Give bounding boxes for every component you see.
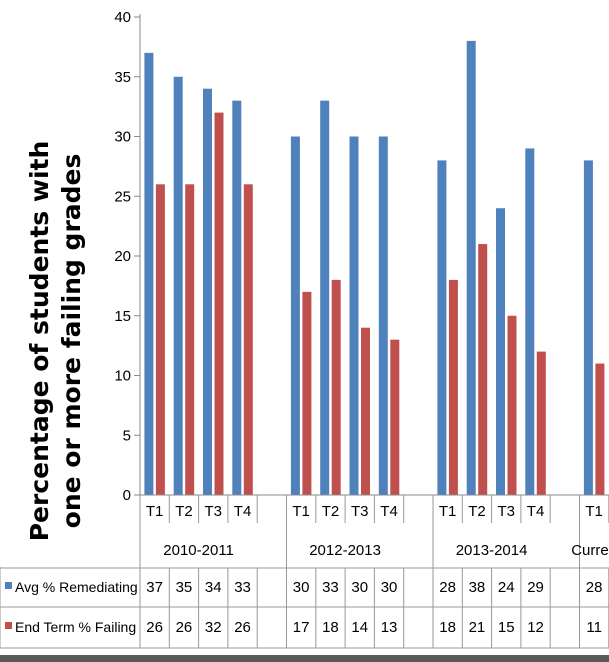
data-table-value: 38 (469, 579, 486, 596)
data-table-value: 18 (439, 619, 456, 636)
legend-swatch (5, 582, 12, 589)
data-table: T1 T2 T3 T4 T1 T2 T3 T4 T1 T2 T3 T4 T1 2010-2011 2012-… (0, 495, 609, 649)
data-table-value: 21 (469, 619, 486, 636)
x-group-label: 2013-2014 (456, 542, 528, 559)
x-tick-label: T1 (585, 503, 603, 520)
bar-avg-remediating (232, 100, 242, 496)
data-table-value: 17 (293, 619, 310, 636)
data-table-value: 35 (176, 579, 193, 596)
x-tick-label: T1 (439, 503, 457, 520)
data-table-value: 15 (498, 619, 515, 636)
x-tick-label: T3 (497, 503, 515, 520)
bar-end-term-failing (243, 184, 253, 496)
data-table-value: 30 (351, 579, 368, 596)
y-tick-label: 40 (114, 9, 131, 26)
data-table-value: 28 (439, 579, 456, 596)
data-table-value: 33 (322, 579, 339, 596)
y-axis-ticks: 0 5 10 15 20 25 30 35 40 (114, 9, 140, 504)
y-tick-label: 20 (114, 248, 131, 265)
bar-end-term-failing (390, 339, 400, 495)
bar-end-term-failing (302, 291, 312, 495)
bar-avg-remediating (583, 160, 593, 495)
x-tick-label: T2 (322, 503, 340, 520)
bar-end-term-failing (361, 327, 370, 495)
x-tick-label: T4 (527, 503, 545, 520)
data-table-value: 14 (351, 619, 368, 636)
x-tick-label: T1 (292, 503, 310, 520)
data-table-value: 18 (322, 619, 339, 636)
x-group-label: 2012-2013 (309, 542, 381, 559)
data-table-value: 33 (234, 579, 251, 596)
y-axis-label-line-1: Percentage of students with (25, 141, 54, 542)
data-table-value: 24 (498, 579, 515, 596)
bar-avg-remediating (290, 136, 300, 495)
data-table-value: 30 (381, 579, 398, 596)
legend-label: Avg % Remediating (15, 579, 138, 595)
bar-end-term-failing (331, 279, 341, 495)
data-table-value: 11 (586, 619, 602, 636)
bar-avg-remediating (437, 160, 447, 495)
legend-label: End Term % Failing (15, 619, 136, 635)
bar-avg-remediating (349, 136, 359, 495)
bar-end-term-failing (595, 363, 605, 495)
data-table-value: 13 (381, 619, 398, 636)
data-table-value: 37 (146, 579, 163, 596)
data-table-value: 32 (205, 619, 222, 636)
bars (144, 40, 605, 496)
y-tick-label: 0 (123, 487, 131, 504)
data-table-value: 30 (293, 579, 310, 596)
bar-end-term-failing (155, 184, 165, 496)
bar-avg-remediating (144, 52, 154, 495)
bar-end-term-failing (214, 112, 224, 495)
data-table-value: 26 (234, 619, 251, 636)
bar-avg-remediating (378, 136, 388, 495)
bar-end-term-failing (536, 351, 546, 495)
legend-swatch (5, 622, 12, 629)
x-tick-label: T4 (380, 503, 398, 520)
bar-avg-remediating (466, 40, 476, 496)
bar-end-term-failing (448, 279, 458, 495)
x-tick-label: T2 (468, 503, 486, 520)
x-tick-label: T3 (204, 503, 222, 520)
x-group-label: Curren (571, 542, 609, 559)
bar-avg-remediating (525, 148, 535, 495)
y-tick-label: 30 (114, 129, 131, 146)
y-axis-label: Percentage of students with one or more … (25, 141, 86, 542)
data-table-value: 26 (146, 619, 163, 636)
data-table-value: 29 (527, 579, 544, 596)
data-table-value: 28 (586, 579, 603, 596)
x-tick-label: T3 (351, 503, 369, 520)
x-group-label: 2010-2011 (163, 542, 234, 559)
y-tick-label: 10 (114, 368, 131, 385)
bar-avg-remediating (173, 76, 183, 495)
data-table-value: 34 (205, 579, 222, 596)
data-table-value: 26 (176, 619, 193, 636)
bar-end-term-failing (185, 184, 195, 496)
bar-end-term-failing (507, 315, 517, 495)
y-axis-label-line-2: one or more failing grades (57, 154, 86, 529)
bar-end-term-failing (478, 244, 488, 495)
x-tick-label: T1 (146, 503, 164, 520)
bar-avg-remediating (320, 100, 330, 496)
y-tick-label: 5 (123, 427, 131, 444)
data-table-value: 12 (527, 619, 544, 636)
bottom-border (0, 655, 609, 662)
y-tick-label: 15 (114, 308, 131, 325)
y-tick-label: 35 (114, 69, 131, 86)
y-tick-label: 25 (114, 188, 131, 205)
axes (139, 14, 609, 496)
x-tick-label: T4 (234, 503, 252, 520)
x-tick-label: T2 (175, 503, 193, 520)
bar-avg-remediating (496, 208, 505, 495)
bar-avg-remediating (203, 88, 212, 495)
